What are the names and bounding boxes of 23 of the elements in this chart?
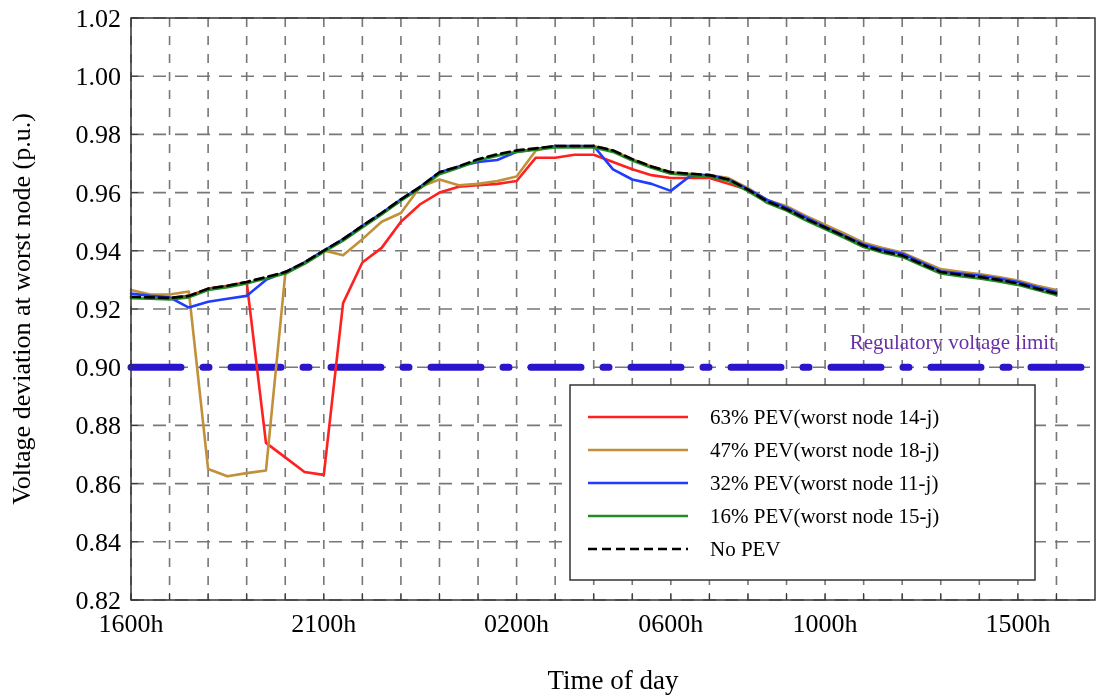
y-tick-label: 0.92 [75, 295, 121, 324]
y-tick-label: 0.86 [75, 469, 121, 499]
y-tick-label: 0.94 [75, 236, 121, 266]
y-tick-label: 1.02 [75, 4, 121, 33]
y-tick-label: 0.98 [75, 120, 121, 150]
ref-line-label: Regulatory voltage limit [849, 330, 1056, 355]
y-axis-title: Voltage deviation at worst node (p.u.) [7, 113, 36, 505]
x-tick-label: 0600h [638, 609, 704, 638]
y-tick-label: 0.84 [75, 527, 121, 557]
legend-label: 63% PEV(worst node 14-j) [710, 405, 940, 429]
x-tick-label: 2100h [291, 609, 357, 638]
x-tick-label: 1000h [792, 609, 858, 638]
y-tick-label: 0.90 [75, 353, 121, 383]
y-tick-label: 1.00 [75, 62, 121, 92]
legend-label: 32% PEV(worst node 11-j) [710, 471, 939, 495]
legend-label: 47% PEV(worst node 18-j) [710, 438, 940, 462]
x-tick-label: 1500h [985, 609, 1051, 638]
y-tick-label: 0.88 [75, 411, 121, 441]
x-tick-label: 0200h [484, 609, 550, 638]
x-axis-title: Time of day [547, 665, 679, 695]
legend-label: No PEV [710, 537, 781, 561]
y-tick-label: 0.96 [75, 178, 121, 208]
legend-label: 16% PEV(worst node 15-j) [710, 504, 940, 528]
